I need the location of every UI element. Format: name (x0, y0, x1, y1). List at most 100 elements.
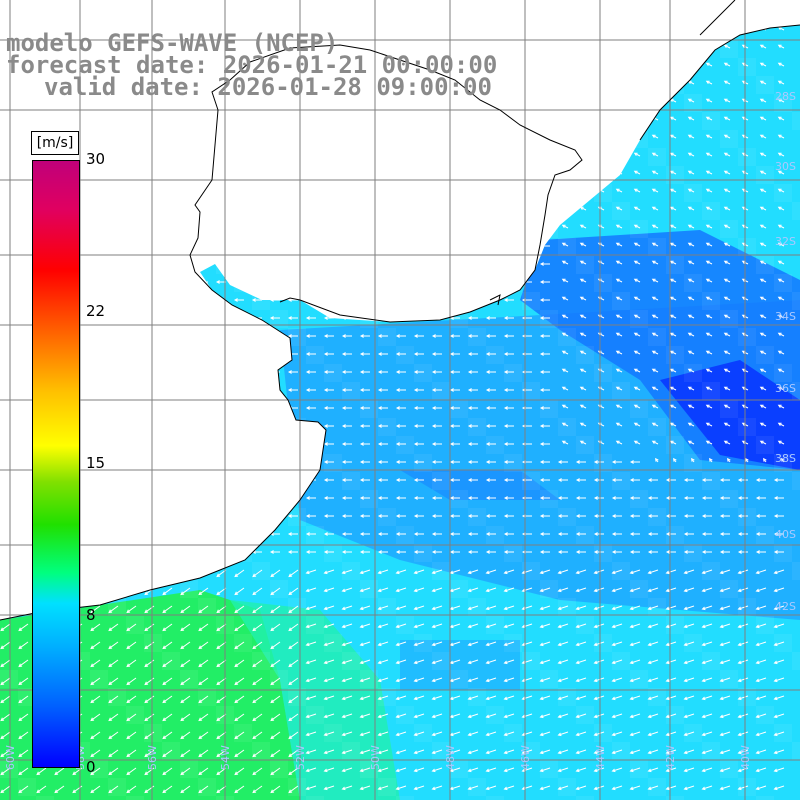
wind-vector-head (521, 696, 526, 701)
wind-vector-head (683, 786, 688, 791)
wind-vector-shaft (432, 623, 443, 628)
wind-vector-shaft (288, 713, 299, 721)
wind-vector-head (377, 768, 382, 773)
wind-vector-head (341, 406, 346, 410)
wind-vector-head (270, 753, 275, 758)
wind-vector-shaft (18, 623, 29, 631)
wind-vector-head (777, 422, 782, 427)
wind-vector-head (579, 350, 584, 355)
wind-vector-shaft (270, 587, 281, 595)
wind-vector-head (737, 588, 742, 593)
wind-vector-head (431, 696, 436, 701)
wind-vector-head (234, 753, 239, 758)
wind-vector-head (90, 771, 95, 776)
wind-vector-head (651, 368, 656, 373)
wind-vector-head (503, 606, 508, 611)
wind-vector-head (683, 678, 688, 683)
wind-vector-head (413, 786, 418, 791)
wind-vector-shaft (306, 713, 317, 718)
wind-vector-head (647, 532, 652, 536)
wind-vector-head (431, 786, 436, 791)
wind-vector-shaft (756, 731, 767, 736)
wind-vector-head (629, 606, 634, 611)
wind-vector-head (359, 624, 364, 629)
wind-vector-head (575, 588, 580, 593)
wind-vector-head (288, 573, 293, 578)
wind-vector-shaft (414, 713, 425, 718)
wind-vector-head (503, 334, 508, 338)
wind-vector-head (377, 786, 382, 791)
wind-vector-head (144, 699, 149, 704)
wind-vector-shaft (522, 785, 533, 790)
wind-vector-head (18, 735, 23, 740)
wind-vector-shaft (324, 569, 335, 574)
wind-vector-head (18, 771, 23, 776)
wind-vector-head (723, 386, 728, 391)
wind-vector-head (719, 624, 724, 629)
wind-vector-head (669, 134, 674, 139)
wind-vector-head (705, 332, 710, 337)
wind-vector-head (579, 260, 584, 265)
wind-vector-head (575, 714, 580, 719)
wind-vector-head (18, 681, 23, 686)
wind-vector-shaft (576, 623, 587, 628)
wind-vector-head (705, 134, 710, 139)
wind-vector-shaft (324, 659, 335, 664)
wind-vector-head (647, 606, 652, 611)
wind-vector-head (665, 786, 670, 791)
wind-vector-head (701, 678, 706, 683)
wind-vector-head (216, 573, 221, 578)
wind-vector-head (611, 768, 616, 773)
wind-vector-shaft (396, 695, 407, 700)
wind-vector-head (737, 514, 742, 518)
wind-vector-head (413, 714, 418, 719)
wind-vector-head (377, 660, 382, 665)
wind-vector-head (615, 260, 620, 265)
wind-vector-head (593, 496, 598, 500)
wind-vector-head (395, 370, 400, 374)
wind-vector-head (180, 663, 185, 668)
wind-vector-shaft (666, 785, 677, 790)
wind-vector-head (270, 735, 275, 740)
wind-vector-head (615, 404, 620, 409)
wind-vector-head (449, 406, 454, 410)
wind-vector-shaft (486, 623, 497, 628)
wind-vector-head (234, 645, 239, 650)
wind-vector-shaft (630, 695, 641, 700)
wind-vector-head (727, 457, 731, 462)
wind-vector-shaft (270, 641, 281, 649)
wind-vector-shaft (198, 785, 209, 793)
sea-cell (396, 346, 414, 364)
wind-vector-head (431, 606, 436, 611)
wind-vector-head (777, 224, 782, 229)
wind-vector-head (665, 660, 670, 665)
wind-vector-head (359, 588, 364, 593)
wind-vector-shaft (198, 605, 209, 613)
wind-vector-head (723, 134, 728, 139)
wind-vector-head (669, 116, 674, 121)
wind-vector-head (723, 152, 728, 157)
wind-vector-head (288, 645, 293, 650)
wind-vector-shaft (432, 713, 443, 718)
wind-vector-head (503, 642, 508, 647)
wind-vector-shaft (288, 785, 299, 793)
wind-vector-head (485, 570, 490, 575)
wind-vector-shaft (414, 641, 425, 646)
wind-vector-head (270, 591, 275, 596)
sea-cell (522, 292, 540, 310)
wind-vector-head (557, 550, 562, 554)
wind-vector-shaft (378, 659, 389, 664)
wind-vector-head (575, 642, 580, 647)
sea-cell (738, 688, 756, 706)
wind-vector-shaft (18, 785, 29, 793)
wind-vector-head (467, 514, 472, 518)
wind-vector-head (687, 242, 692, 247)
wind-vector-head (683, 660, 688, 665)
wind-vector-head (557, 732, 562, 737)
wind-vector-shaft (450, 767, 461, 772)
wind-vector-head (449, 514, 454, 518)
wind-vector-head (611, 532, 616, 536)
wind-vector-shaft (702, 785, 713, 790)
sea-cell (648, 508, 666, 526)
wind-vector-head (593, 696, 598, 701)
